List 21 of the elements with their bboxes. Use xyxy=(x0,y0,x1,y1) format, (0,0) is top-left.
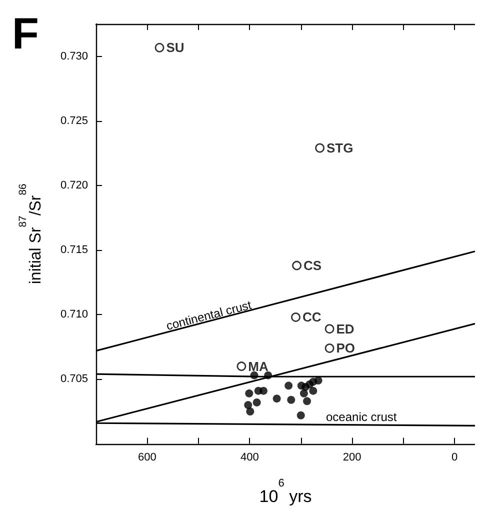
x-tick-label: 0 xyxy=(451,451,458,464)
y-axis-title: initial Sr87/Sr86 xyxy=(18,183,44,284)
x-tick-label: 400 xyxy=(240,451,259,464)
y-tick-label: 0.725 xyxy=(60,114,88,127)
annotation: oceanic crust xyxy=(326,410,398,424)
data-label: STG xyxy=(326,140,354,156)
y-tick-label: 0.705 xyxy=(60,373,88,386)
data-label: SU xyxy=(166,40,184,56)
y-tick-label: 0.710 xyxy=(60,308,88,321)
data-label: ED xyxy=(336,321,354,336)
y-tick-label: 0.715 xyxy=(60,244,88,256)
text: F xyxy=(12,10,39,58)
y-tick-label: 0.720 xyxy=(60,179,88,192)
x-tick-label: 600 xyxy=(138,451,156,464)
y-tick-label: 0.730 xyxy=(60,50,88,62)
data-label: MA xyxy=(248,358,269,374)
data-label: PO xyxy=(336,340,356,356)
data-label: CC xyxy=(302,310,322,325)
x-tick-label: 200 xyxy=(342,451,362,464)
x-axis-title: 106 yrs xyxy=(259,477,312,506)
data-label: CS xyxy=(303,258,322,274)
